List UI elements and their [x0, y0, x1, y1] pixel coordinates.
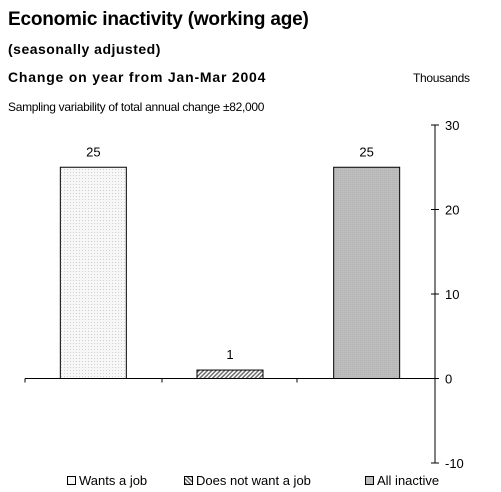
- legend-label-wants-a-job: Wants a job: [79, 473, 148, 488]
- chart-period: Change on year from Jan-Mar 2004: [8, 69, 267, 85]
- legend-swatch-all-inactive: [365, 476, 374, 485]
- chart-subtitle: (seasonally adjusted): [8, 41, 161, 57]
- bar-all-inactive: [333, 166, 401, 379]
- y-tick-label: -10: [445, 456, 464, 471]
- bar-does-not-want-a-job: [196, 369, 264, 379]
- data-label: 25: [86, 144, 100, 159]
- data-label: 25: [359, 144, 373, 159]
- sampling-variability-note: Sampling variability of total annual cha…: [8, 100, 265, 114]
- units-label: Thousands: [413, 71, 470, 85]
- legend-item-wants-a-job: Wants a job: [67, 473, 147, 488]
- legend-swatch-does-not-want-a-job: [184, 476, 193, 485]
- legend-swatch-wants-a-job: [67, 476, 76, 485]
- data-label: 1: [226, 347, 233, 362]
- legend-item-does-not-want-a-job: Does not want a job: [184, 473, 311, 488]
- legend-label-all-inactive: All inactive: [377, 473, 440, 488]
- legend-label-does-not-want-a-job: Does not want a job: [196, 473, 311, 488]
- y-tick-label: 20: [445, 203, 459, 218]
- bar-wants-a-job: [59, 166, 127, 379]
- legend-item-all-inactive: All inactive: [365, 473, 439, 488]
- y-tick-label: 10: [445, 287, 459, 302]
- y-tick-label: 30: [445, 118, 459, 133]
- chart-title: Economic inactivity (working age): [8, 9, 309, 30]
- y-tick-label: 0: [445, 372, 452, 387]
